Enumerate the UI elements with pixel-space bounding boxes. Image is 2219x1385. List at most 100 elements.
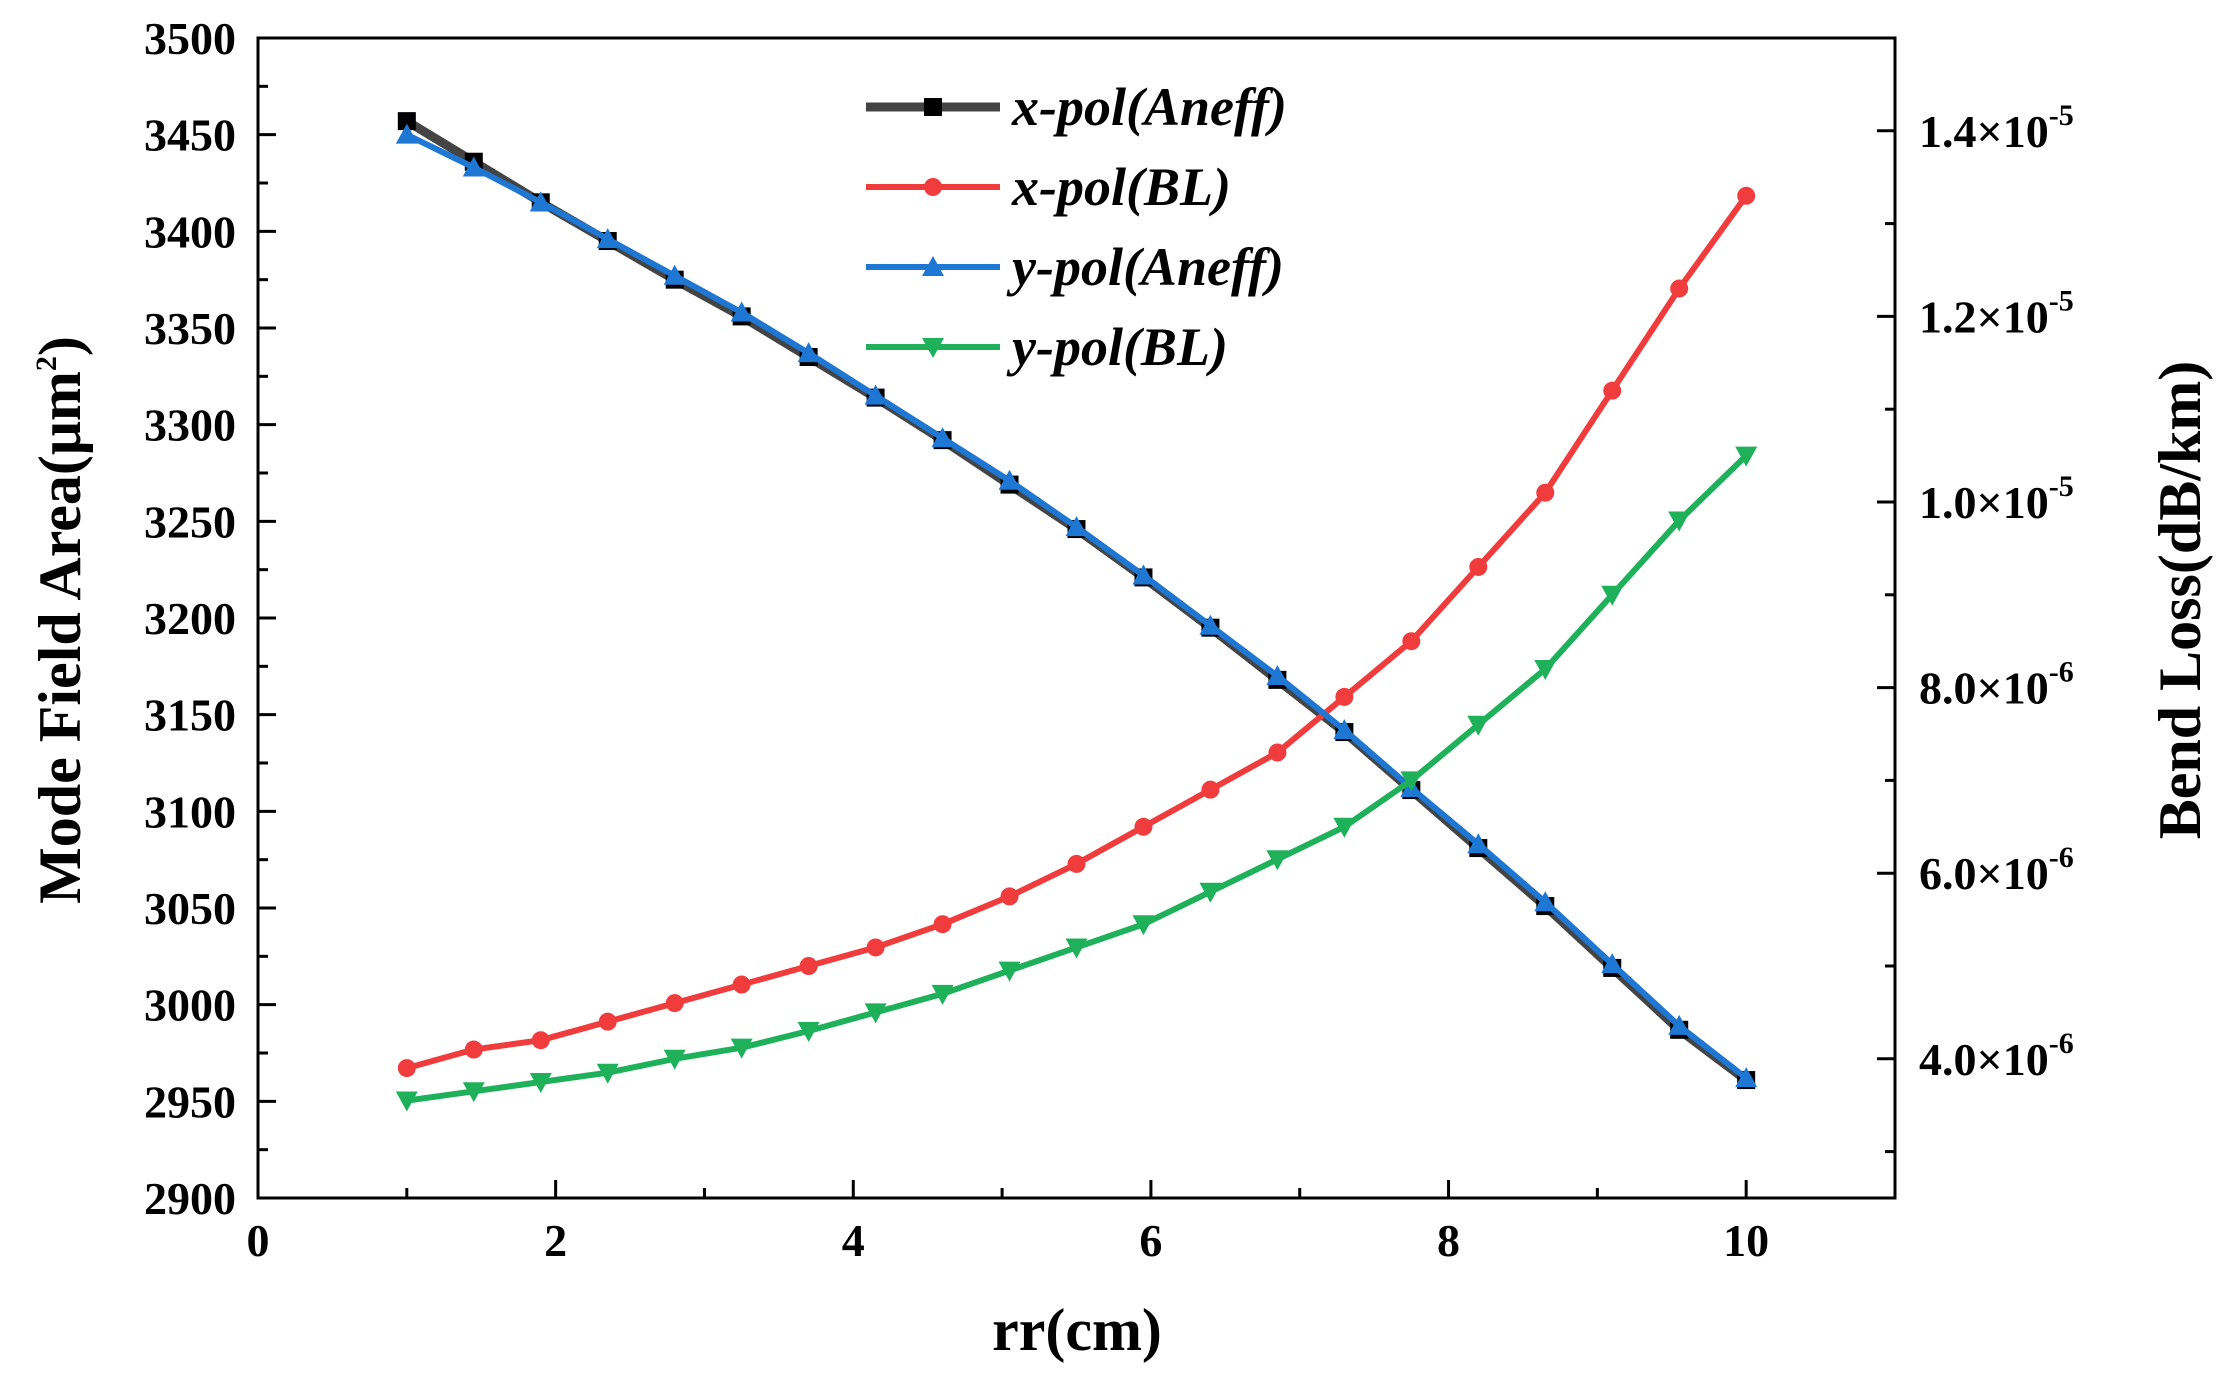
data-point [1737, 186, 1756, 205]
data-point [1132, 564, 1155, 585]
legend-marker [924, 98, 942, 116]
data-point [998, 469, 1021, 490]
data-point [864, 1003, 887, 1024]
data-point [931, 427, 954, 448]
x-axis-title: rr(cm) [992, 1297, 1162, 1363]
data-point [464, 1040, 483, 1059]
data-point [864, 384, 887, 405]
y-left-tick-label: 3450 [144, 110, 236, 161]
y-left-tick-label: 3500 [144, 13, 236, 64]
data-point [1335, 687, 1354, 706]
data-point [998, 961, 1021, 982]
legend-label: y-pol(BL) [1006, 317, 1228, 377]
plot-frame [256, 36, 1897, 1200]
data-point [598, 1012, 617, 1031]
data-point [1601, 585, 1624, 606]
series-x-pol(BL) [397, 186, 1756, 1078]
data-point [730, 1038, 753, 1059]
data-point [732, 975, 751, 994]
data-point [1199, 882, 1222, 903]
data-point [1266, 665, 1289, 685]
y-left-tick-label: 3250 [144, 496, 236, 547]
data-point [663, 1049, 686, 1070]
data-point [529, 1073, 552, 1093]
data-point [395, 123, 418, 144]
data-point [1670, 279, 1689, 298]
data-point [397, 1059, 416, 1078]
x-tick-label: 0 [247, 1215, 270, 1266]
data-point [1268, 743, 1287, 762]
data-point [1534, 891, 1557, 912]
y-right-tick-label: 1.0×10-5 [1919, 470, 2074, 528]
x-tick-label: 4 [842, 1215, 865, 1266]
series-y-pol(Aneff) [395, 123, 1758, 1088]
data-point [1266, 850, 1289, 871]
data-point [397, 112, 416, 131]
y-axis-right-title: Bend Loss(dB/km) [2147, 361, 2213, 839]
data-point [1467, 715, 1490, 736]
y-left-tick-label: 3050 [144, 883, 236, 934]
data-point [1735, 1067, 1758, 1088]
y-axis-left-title: Mode Field Area(μm2) [27, 336, 93, 904]
data-point [596, 1063, 619, 1084]
legend-marker [922, 338, 944, 358]
data-point [1536, 483, 1555, 502]
legend-label: x-pol(Aneff) [1011, 77, 1287, 137]
legend-label: x-pol(BL) [1011, 157, 1231, 217]
data-point [1000, 887, 1019, 906]
y-left-tick-label: 3100 [144, 786, 236, 837]
legend-label: y-pol(Aneff) [1006, 237, 1284, 297]
y-right-tick-label: 8.0×10-6 [1919, 656, 2074, 714]
y-axis-left-title-close: ) [27, 336, 93, 356]
data-point [866, 938, 885, 957]
data-point [1534, 660, 1557, 681]
data-point [1333, 817, 1356, 838]
data-point [1735, 446, 1758, 467]
data-point [1201, 780, 1220, 799]
y-right-tick-label: 1.2×10-5 [1919, 284, 2074, 342]
data-point [1134, 817, 1153, 836]
data-point [730, 301, 753, 322]
data-point [1333, 719, 1356, 740]
data-point [1132, 915, 1155, 936]
legend-marker [922, 256, 944, 276]
data-point [1668, 511, 1691, 532]
x-tick-label: 10 [1723, 1215, 1769, 1266]
data-point [1603, 381, 1622, 400]
data-point [1668, 1014, 1691, 1035]
y-right-tick-label: 6.0×10-6 [1919, 841, 2074, 899]
data-point [1065, 516, 1088, 537]
data-point [1067, 854, 1086, 873]
y-left-tick-label: 3200 [144, 593, 236, 644]
data-point [1469, 557, 1488, 576]
data-point [1402, 632, 1421, 651]
x-tick-label: 2 [544, 1215, 567, 1266]
y-left-tick-label: 2950 [144, 1076, 236, 1127]
data-point [933, 915, 952, 934]
legend-entry: x-pol(Aneff) [866, 77, 1287, 137]
x-tick-label: 8 [1437, 1215, 1460, 1266]
y-left-tick-label: 3400 [144, 206, 236, 257]
y-left-tick-label: 3150 [144, 690, 236, 741]
data-point [596, 228, 619, 249]
y-left-tick-label: 2900 [144, 1173, 236, 1224]
y-axis-left-title-main: Mode Field Area(μm [27, 371, 93, 904]
data-point [799, 957, 818, 975]
x-tick-label: 6 [1139, 1215, 1162, 1266]
data-point [931, 984, 954, 1005]
legend-marker [924, 178, 942, 196]
y-right-tick-label: 4.0×10-6 [1919, 1027, 2074, 1085]
data-point [395, 1091, 418, 1112]
data-point [462, 156, 485, 177]
data-point [462, 1082, 485, 1103]
y-right-tick-label: 1.4×10-5 [1919, 99, 2074, 157]
data-point [1065, 938, 1088, 959]
data-point [797, 1021, 820, 1042]
series-layer [395, 112, 1758, 1112]
data-point [531, 1031, 550, 1050]
y-left-tick-label: 3000 [144, 980, 236, 1031]
data-point [665, 994, 684, 1013]
data-point [663, 264, 686, 285]
